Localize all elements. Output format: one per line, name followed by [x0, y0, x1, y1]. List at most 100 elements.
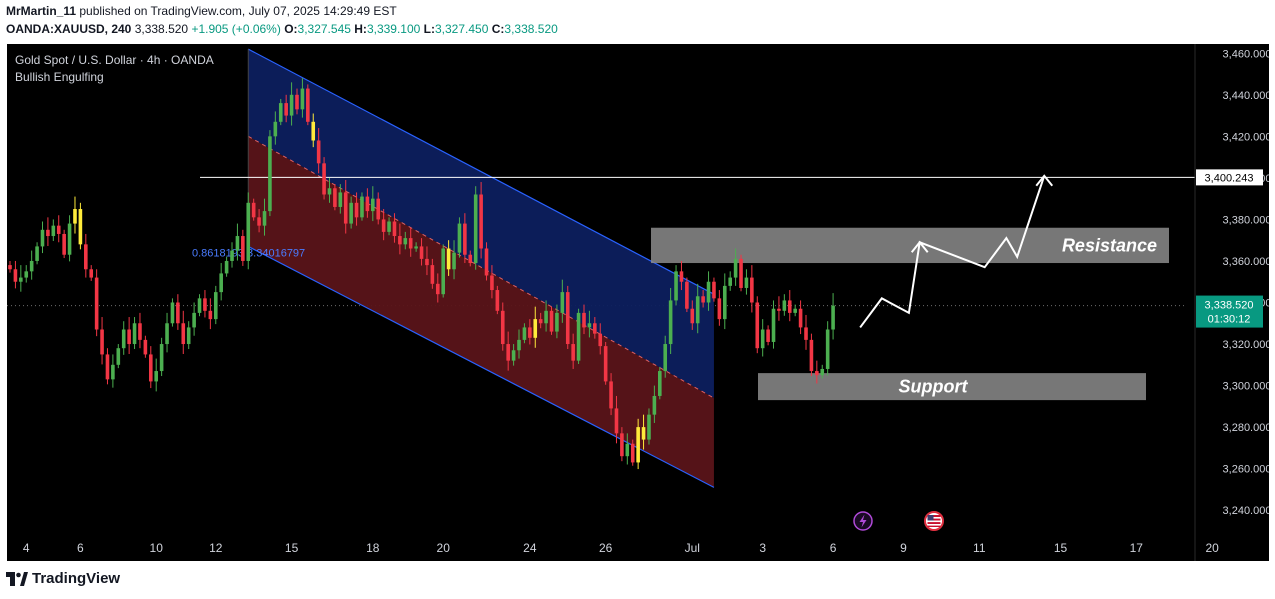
candle-body[interactable] — [544, 310, 548, 324]
candle-body[interactable] — [273, 121, 278, 137]
candle-body[interactable] — [479, 194, 483, 249]
candle-body[interactable] — [717, 298, 722, 320]
candle-body[interactable] — [701, 296, 705, 303]
candle-body[interactable] — [376, 198, 381, 220]
candle-body[interactable] — [148, 354, 153, 382]
candle-body[interactable] — [820, 368, 825, 376]
candle-body[interactable] — [490, 275, 494, 291]
candle-body[interactable] — [84, 244, 88, 270]
candle-body[interactable] — [425, 258, 429, 266]
candle-body[interactable] — [473, 194, 478, 264]
candle-body[interactable] — [241, 236, 245, 261]
candle-body[interactable] — [89, 269, 94, 278]
candle-body[interactable] — [690, 308, 695, 324]
projection-path[interactable] — [859, 175, 1046, 329]
candle-body[interactable] — [387, 221, 391, 232]
candle-body[interactable] — [630, 443, 635, 463]
candle-body[interactable] — [522, 327, 527, 340]
candle-body[interactable] — [295, 94, 299, 110]
candle-body[interactable] — [679, 271, 684, 282]
candle-body[interactable] — [51, 225, 56, 237]
candle-body[interactable] — [517, 339, 521, 351]
channel-upper-line[interactable] — [247, 48, 715, 295]
candle-body[interactable] — [603, 346, 608, 382]
candle-body[interactable] — [138, 323, 142, 340]
candle-body[interactable] — [213, 292, 218, 320]
candle-body[interactable] — [19, 277, 23, 282]
candle-body[interactable] — [641, 427, 646, 440]
candle-body[interactable] — [739, 258, 743, 288]
candle-body[interactable] — [555, 312, 559, 332]
candle-body[interactable] — [8, 265, 12, 270]
candle-body[interactable] — [782, 300, 787, 311]
candle-body[interactable] — [419, 246, 424, 259]
candle-body[interactable] — [343, 192, 348, 224]
candle-body[interactable] — [468, 254, 473, 264]
candle-body[interactable] — [609, 381, 613, 409]
candle-body[interactable] — [170, 302, 175, 324]
candle-body[interactable] — [278, 103, 283, 122]
candle-body[interactable] — [733, 258, 738, 278]
candle-body[interactable] — [484, 248, 489, 276]
candle-body[interactable] — [582, 312, 586, 328]
candle-body[interactable] — [116, 348, 121, 365]
candle-body[interactable] — [712, 281, 716, 299]
candle-body[interactable] — [46, 229, 50, 237]
candle-body[interactable] — [197, 298, 202, 313]
candle-body[interactable] — [289, 94, 294, 116]
candle-body[interactable] — [94, 277, 99, 330]
candle-body[interactable] — [430, 265, 435, 284]
candle-body[interactable] — [132, 323, 137, 345]
candle-body[interactable] — [593, 323, 597, 334]
candle-body[interactable] — [728, 277, 732, 286]
candle-body[interactable] — [365, 196, 370, 212]
candle-body[interactable] — [360, 196, 364, 218]
candle-body[interactable] — [766, 329, 770, 342]
candle-body[interactable] — [777, 308, 781, 311]
candle-body[interactable] — [316, 140, 321, 164]
candle-body[interactable] — [804, 327, 808, 340]
candle-body[interactable] — [327, 188, 332, 195]
candle-body[interactable] — [56, 225, 61, 234]
candle-body[interactable] — [787, 300, 792, 313]
candle-body[interactable] — [620, 433, 624, 457]
candle-body[interactable] — [62, 233, 66, 255]
candle-body[interactable] — [333, 188, 337, 207]
candle-body[interactable] — [809, 339, 814, 372]
candle-body[interactable] — [24, 271, 29, 278]
candle-body[interactable] — [154, 371, 159, 382]
candle-body[interactable] — [533, 319, 538, 338]
candle-body[interactable] — [674, 271, 678, 301]
candle-body[interactable] — [798, 308, 803, 328]
candle-body[interactable] — [495, 290, 500, 311]
candle-body[interactable] — [111, 364, 115, 380]
tradingview-footer[interactable]: TradingView — [6, 570, 120, 587]
candle-body[interactable] — [831, 305, 835, 330]
candle-body[interactable] — [598, 333, 603, 347]
candle-body[interactable] — [203, 298, 207, 311]
candle-body[interactable] — [614, 408, 619, 434]
candle-body[interactable] — [322, 163, 326, 195]
candle-body[interactable] — [143, 339, 148, 355]
candle-body[interactable] — [538, 319, 543, 324]
candle-body[interactable] — [706, 281, 711, 303]
candle-body[interactable] — [78, 209, 83, 245]
author-name[interactable]: MrMartin_11 — [6, 4, 77, 18]
channel-lower-line[interactable] — [247, 245, 715, 488]
candle-body[interactable] — [446, 248, 451, 270]
candle-body[interactable] — [219, 273, 223, 293]
candle-body[interactable] — [306, 88, 310, 122]
candle-body[interactable] — [408, 238, 413, 249]
candle-body[interactable] — [381, 219, 386, 232]
candle-body[interactable] — [105, 354, 110, 380]
chart-area[interactable]: 0.8618193 3.34016797 Resistance Support 3… — [7, 44, 1271, 561]
candle-body[interactable] — [435, 283, 440, 295]
candle-body[interactable] — [722, 285, 727, 320]
candle-body[interactable] — [565, 292, 570, 345]
candle-body[interactable] — [576, 312, 581, 361]
candle-body[interactable] — [744, 277, 749, 288]
candle-body[interactable] — [625, 443, 630, 457]
us-flag-event-icon[interactable] — [924, 511, 944, 531]
candle-body[interactable] — [452, 252, 456, 270]
resistance-zone[interactable] — [651, 227, 1169, 264]
